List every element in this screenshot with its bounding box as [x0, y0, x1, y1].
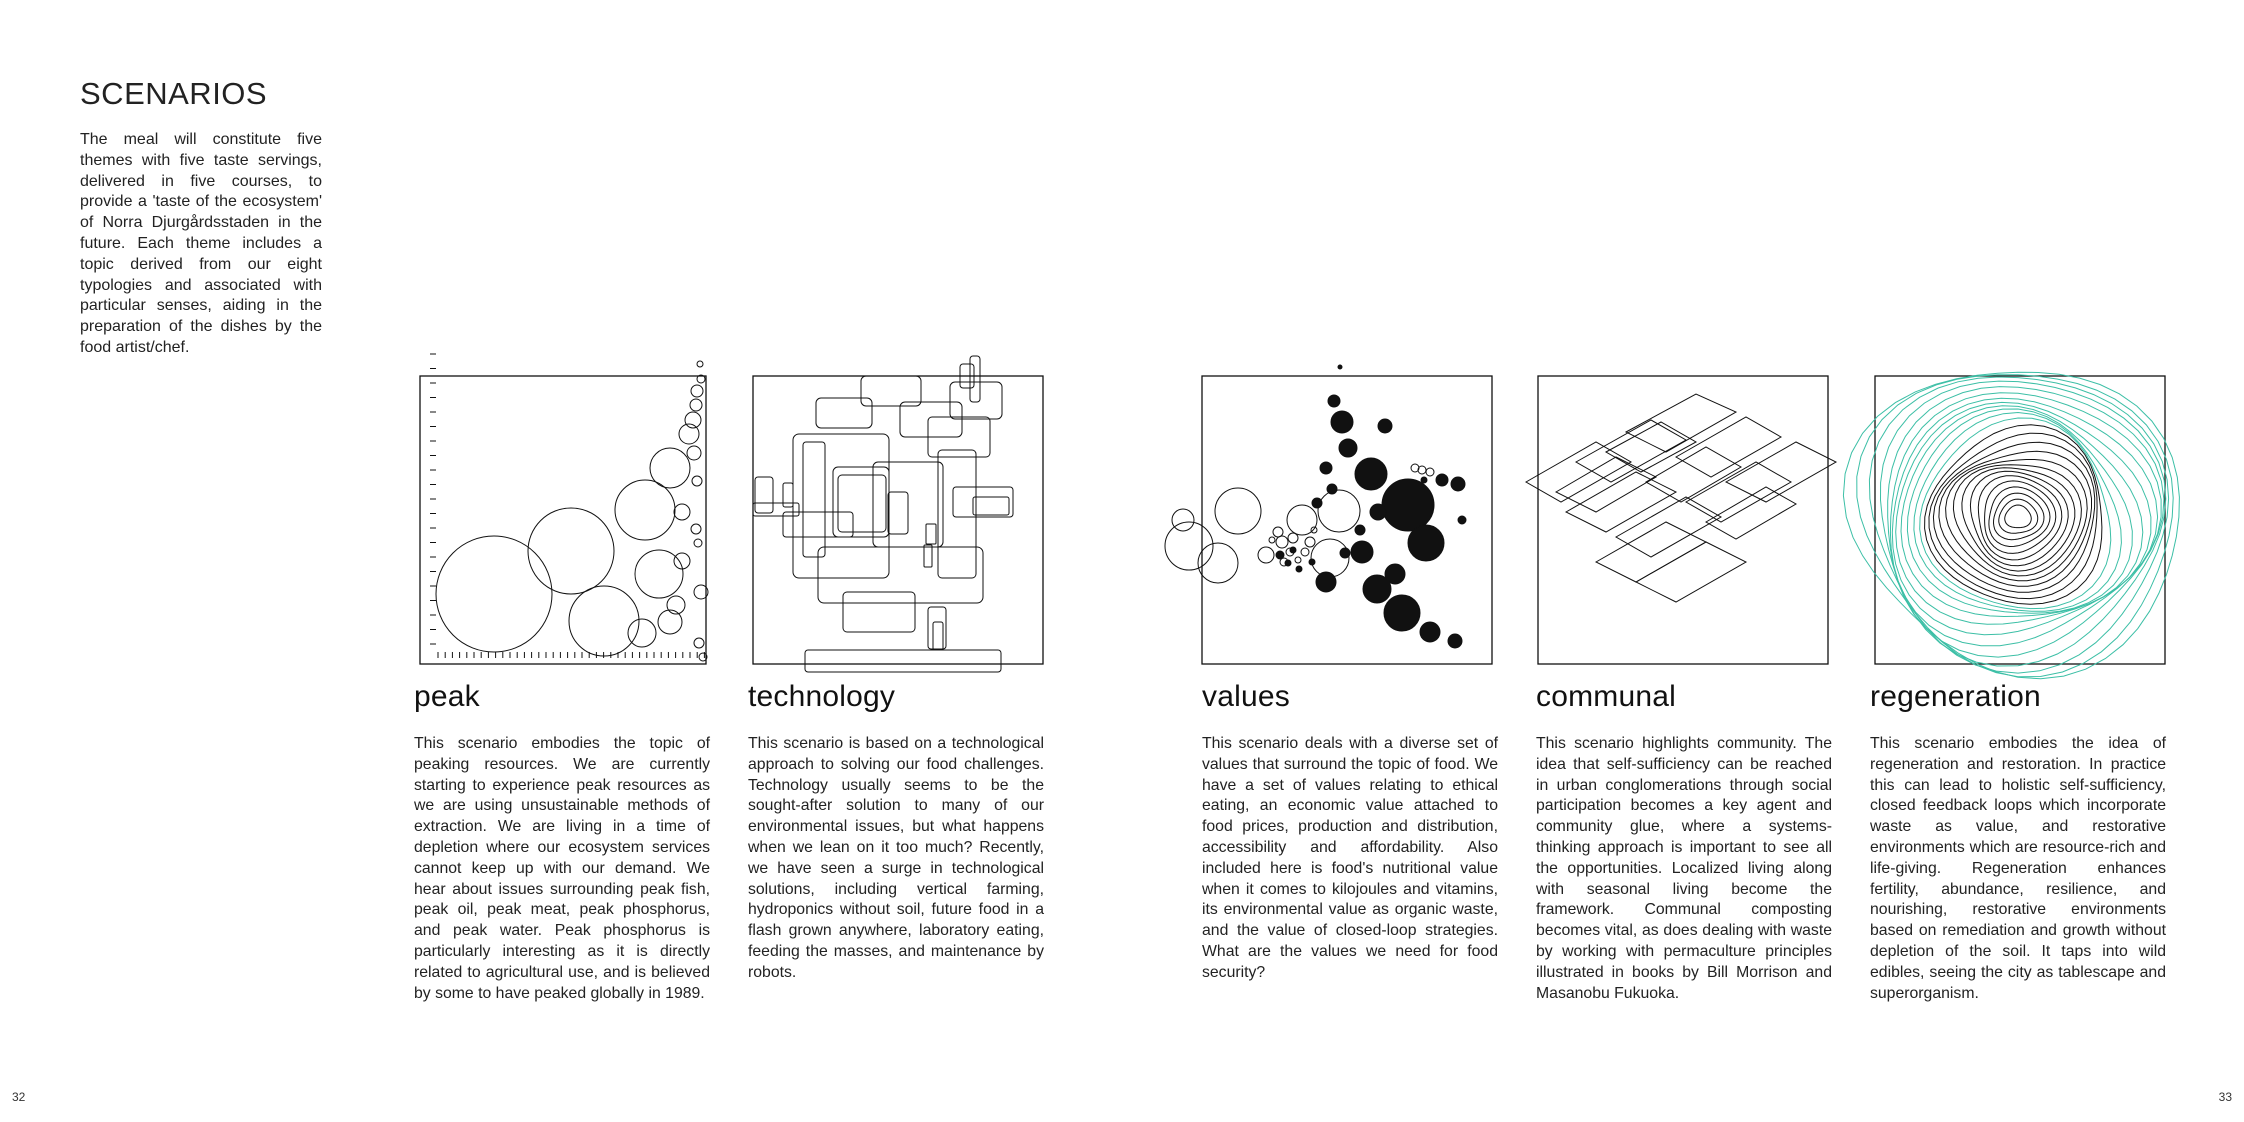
scenario-text: This scenario embodies the topic of peak… [414, 734, 710, 1004]
scenario-text: This scenario deals with a diverse set o… [1202, 734, 1498, 984]
scenario-text: This scenario highlights community. The … [1536, 734, 1832, 1004]
scenario-text: This scenario is based on a technologica… [748, 734, 1044, 984]
scenario-peak: peak This scenario embodies the topic of… [414, 362, 714, 1042]
scenario-technology: technology This scenario is based on a t… [748, 362, 1048, 1042]
page-number-right: 33 [2219, 1090, 2232, 1104]
scenario-title: regeneration [1870, 680, 2041, 714]
page-title: SCENARIOS [80, 76, 267, 112]
technology-box-diagram [748, 362, 1048, 682]
scenario-title: values [1202, 680, 1290, 714]
scenario-title: peak [414, 680, 480, 714]
scenario-title: technology [748, 680, 895, 714]
scenario-communal: communal This scenario highlights commun… [1536, 362, 1836, 1042]
regeneration-illustration [1870, 362, 2170, 682]
regeneration-ring-diagram [1870, 362, 2170, 682]
scenario-regeneration: regeneration This scenario embodies the … [1870, 362, 2170, 1042]
scenario-values: values This scenario deals with a divers… [1202, 362, 1502, 1042]
communal-illustration [1536, 362, 1836, 682]
intro-paragraph: The meal will constitute five themes wit… [80, 130, 322, 359]
page-number-left: 32 [12, 1090, 25, 1104]
values-bubble-diagram [1202, 362, 1502, 682]
scenario-title: communal [1536, 680, 1676, 714]
values-illustration [1202, 362, 1502, 682]
communal-grid-diagram [1536, 362, 1836, 682]
peak-illustration [414, 362, 714, 682]
technology-illustration [748, 362, 1048, 682]
peak-bubble-diagram [414, 362, 714, 682]
scenario-text: This scenario embodies the idea of regen… [1870, 734, 2166, 1004]
